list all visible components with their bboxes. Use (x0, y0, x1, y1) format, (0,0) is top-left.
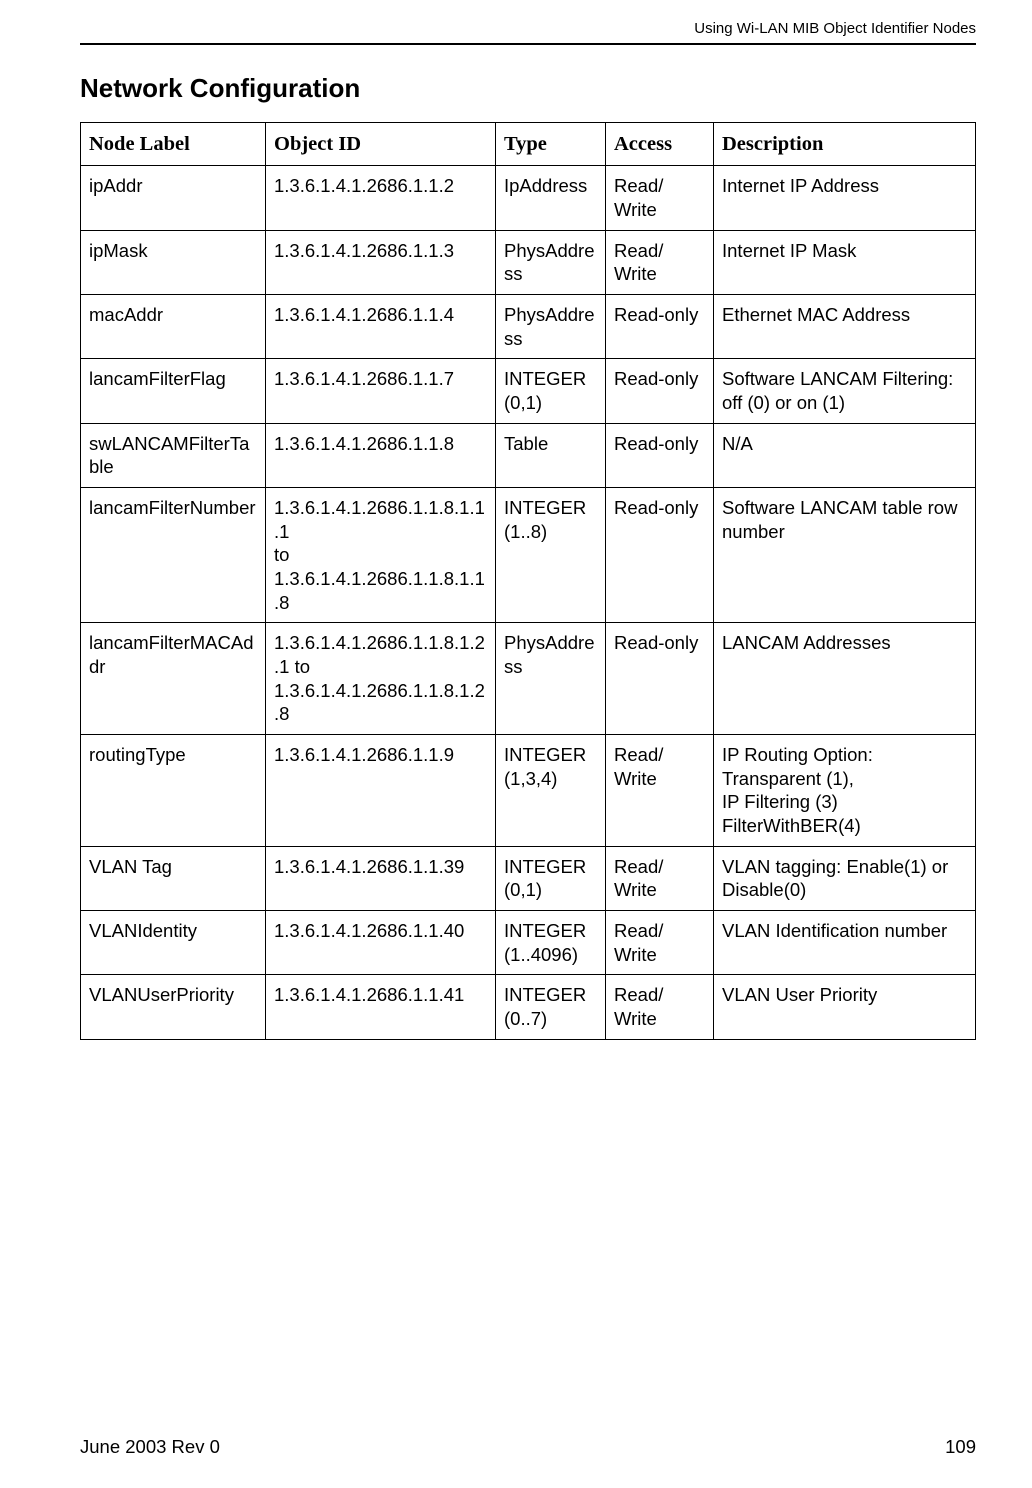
table-header-row: Node Label Object ID Type Access Descrip… (81, 123, 976, 166)
col-header-type: Type (496, 123, 606, 166)
table-row: lancamFilterNumber1.3.6.1.4.1.2686.1.1.8… (81, 487, 976, 622)
cell-type: INTEGER (0,1) (496, 359, 606, 423)
cell-access: Read-only (606, 359, 714, 423)
cell-description: VLAN Identification number (714, 911, 976, 975)
cell-node-label: ipAddr (81, 166, 266, 230)
cell-access: Read/Write (606, 846, 714, 910)
table-row: lancamFilterMACAddr1.3.6.1.4.1.2686.1.1.… (81, 623, 976, 735)
cell-object-id: 1.3.6.1.4.1.2686.1.1.7 (266, 359, 496, 423)
document-page: Using Wi-LAN MIB Object Identifier Nodes… (0, 0, 1032, 1488)
col-header-access: Access (606, 123, 714, 166)
cell-description: Internet IP Address (714, 166, 976, 230)
page-footer: June 2003 Rev 0 109 (80, 1428, 976, 1458)
cell-object-id: 1.3.6.1.4.1.2686.1.1.9 (266, 735, 496, 847)
table-row: lancamFilterFlag1.3.6.1.4.1.2686.1.1.7IN… (81, 359, 976, 423)
section-title: Network Configuration (80, 73, 976, 104)
cell-description: N/A (714, 423, 976, 487)
cell-type: INTEGER (0,1) (496, 846, 606, 910)
table-body: ipAddr1.3.6.1.4.1.2686.1.1.2IpAddressRea… (81, 166, 976, 1039)
mib-table: Node Label Object ID Type Access Descrip… (80, 122, 976, 1040)
cell-node-label: swLANCAMFilterTable (81, 423, 266, 487)
cell-type: INTEGER (1..8) (496, 487, 606, 622)
cell-access: Read-only (606, 487, 714, 622)
cell-access: Read/Write (606, 230, 714, 294)
cell-node-label: lancamFilterMACAddr (81, 623, 266, 735)
cell-object-id: 1.3.6.1.4.1.2686.1.1.4 (266, 294, 496, 358)
table-row: VLAN Tag1.3.6.1.4.1.2686.1.1.39INTEGER (… (81, 846, 976, 910)
cell-type: PhysAddress (496, 230, 606, 294)
cell-node-label: lancamFilterNumber (81, 487, 266, 622)
table-row: VLANUserPriority1.3.6.1.4.1.2686.1.1.41I… (81, 975, 976, 1039)
cell-type: PhysAddress (496, 623, 606, 735)
cell-object-id: 1.3.6.1.4.1.2686.1.1.8.1.1.1to1.3.6.1.4.… (266, 487, 496, 622)
cell-object-id: 1.3.6.1.4.1.2686.1.1.3 (266, 230, 496, 294)
cell-node-label: VLANIdentity (81, 911, 266, 975)
cell-type: INTEGER (0..7) (496, 975, 606, 1039)
cell-description: VLAN tagging: Enable(1) or Disable(0) (714, 846, 976, 910)
table-row: ipMask1.3.6.1.4.1.2686.1.1.3PhysAddressR… (81, 230, 976, 294)
cell-object-id: 1.3.6.1.4.1.2686.1.1.41 (266, 975, 496, 1039)
footer-left: June 2003 Rev 0 (80, 1436, 220, 1458)
cell-node-label: VLAN Tag (81, 846, 266, 910)
cell-access: Read-only (606, 623, 714, 735)
cell-node-label: VLANUserPriority (81, 975, 266, 1039)
cell-type: PhysAddress (496, 294, 606, 358)
col-header-object-id: Object ID (266, 123, 496, 166)
cell-description: Internet IP Mask (714, 230, 976, 294)
cell-access: Read-only (606, 294, 714, 358)
table-row: routingType1.3.6.1.4.1.2686.1.1.9INTEGER… (81, 735, 976, 847)
header-rule (80, 43, 976, 45)
cell-access: Read/Write (606, 166, 714, 230)
cell-description: Ethernet MAC Address (714, 294, 976, 358)
cell-access: Read/Write (606, 911, 714, 975)
col-header-description: Description (714, 123, 976, 166)
cell-description: IP Routing Option: Transparent (1),IP Fi… (714, 735, 976, 847)
table-row: swLANCAMFilterTable1.3.6.1.4.1.2686.1.1.… (81, 423, 976, 487)
cell-node-label: lancamFilterFlag (81, 359, 266, 423)
running-header: Using Wi-LAN MIB Object Identifier Nodes (80, 20, 976, 43)
cell-access: Read/Write (606, 735, 714, 847)
table-row: VLANIdentity1.3.6.1.4.1.2686.1.1.40INTEG… (81, 911, 976, 975)
table-header: Node Label Object ID Type Access Descrip… (81, 123, 976, 166)
cell-type: IpAddress (496, 166, 606, 230)
cell-node-label: ipMask (81, 230, 266, 294)
cell-access: Read/Write (606, 975, 714, 1039)
cell-type: Table (496, 423, 606, 487)
cell-description: Software LANCAM table row number (714, 487, 976, 622)
table-row: macAddr1.3.6.1.4.1.2686.1.1.4PhysAddress… (81, 294, 976, 358)
cell-description: VLAN User Priority (714, 975, 976, 1039)
cell-type: INTEGER (1..4096) (496, 911, 606, 975)
cell-object-id: 1.3.6.1.4.1.2686.1.1.8.1.2.1 to1.3.6.1.4… (266, 623, 496, 735)
cell-type: INTEGER (1,3,4) (496, 735, 606, 847)
cell-object-id: 1.3.6.1.4.1.2686.1.1.2 (266, 166, 496, 230)
cell-description: LANCAM Addresses (714, 623, 976, 735)
cell-access: Read-only (606, 423, 714, 487)
cell-node-label: routingType (81, 735, 266, 847)
page-spacer (80, 1040, 976, 1428)
footer-right: 109 (945, 1436, 976, 1458)
table-row: ipAddr1.3.6.1.4.1.2686.1.1.2IpAddressRea… (81, 166, 976, 230)
cell-object-id: 1.3.6.1.4.1.2686.1.1.40 (266, 911, 496, 975)
cell-object-id: 1.3.6.1.4.1.2686.1.1.8 (266, 423, 496, 487)
cell-description: Software LANCAM Filtering: off (0) or on… (714, 359, 976, 423)
cell-node-label: macAddr (81, 294, 266, 358)
cell-object-id: 1.3.6.1.4.1.2686.1.1.39 (266, 846, 496, 910)
col-header-node-label: Node Label (81, 123, 266, 166)
